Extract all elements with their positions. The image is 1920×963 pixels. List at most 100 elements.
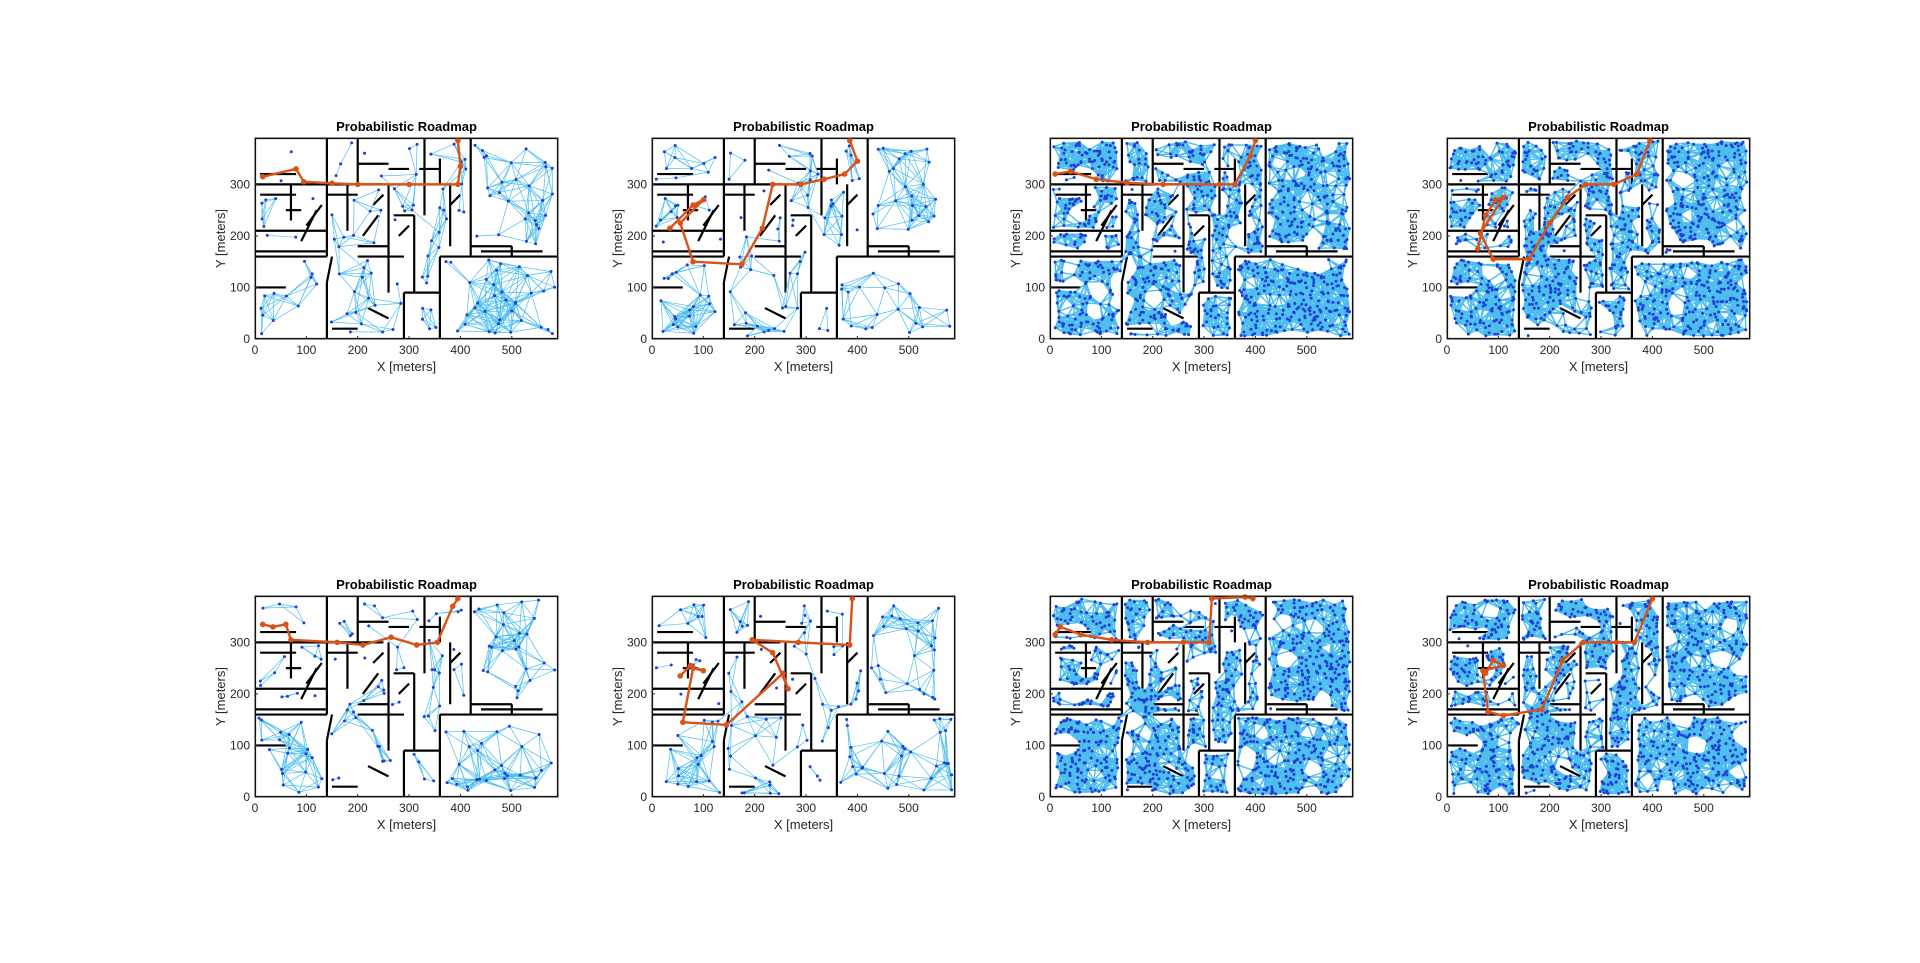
roadmap-edge bbox=[905, 186, 920, 216]
roadmap-edge bbox=[1282, 264, 1299, 270]
roadmap-edge bbox=[511, 162, 546, 168]
roadmap-node bbox=[487, 330, 491, 334]
roadmap-edge bbox=[404, 204, 414, 212]
roadmap-node bbox=[917, 305, 921, 309]
roadmap-edge bbox=[498, 234, 527, 242]
roadmap-edge bbox=[809, 173, 819, 181]
roadmap-node bbox=[744, 321, 748, 325]
roadmap-edge bbox=[381, 175, 395, 189]
roadmap-edge bbox=[785, 273, 791, 307]
roadmap-node bbox=[776, 227, 780, 231]
roadmap-node bbox=[487, 258, 491, 262]
roadmap-node bbox=[780, 306, 784, 310]
path-waypoint bbox=[329, 180, 335, 187]
roadmap-edge bbox=[842, 286, 860, 320]
roadmap-node bbox=[524, 239, 528, 243]
roadmap-edge bbox=[331, 321, 362, 325]
roadmap-node bbox=[362, 266, 366, 270]
roadmap-edge bbox=[895, 200, 920, 217]
roadmap-node bbox=[816, 172, 820, 176]
roadmap-edge bbox=[691, 168, 709, 173]
roadmap-edge bbox=[483, 157, 503, 183]
roadmap-edge bbox=[1276, 151, 1288, 162]
roadmap-edge bbox=[543, 271, 552, 292]
roadmap-edge bbox=[1157, 153, 1171, 156]
roadmap-edge bbox=[898, 283, 911, 294]
roadmap-edge bbox=[531, 290, 544, 294]
roadmap-edge bbox=[409, 148, 417, 175]
roadmap-edge bbox=[442, 168, 467, 190]
roadmap-edge bbox=[925, 206, 935, 217]
roadmap-edge bbox=[457, 314, 468, 332]
roadmap-edge bbox=[845, 151, 853, 181]
roadmap-edge bbox=[688, 315, 697, 327]
roadmap-edge bbox=[872, 205, 879, 215]
roadmap-edge bbox=[878, 200, 896, 206]
roadmap-node bbox=[685, 263, 689, 267]
roadmap-node bbox=[546, 328, 550, 332]
roadmap-node bbox=[823, 216, 827, 220]
roadmap-edge bbox=[693, 306, 697, 327]
roadmap-edge bbox=[394, 188, 403, 207]
roadmap-node bbox=[875, 312, 879, 316]
roadmap-edge bbox=[545, 166, 553, 195]
roadmap-node bbox=[750, 254, 754, 258]
roadmap-edge bbox=[527, 275, 544, 292]
roadmap-edge bbox=[510, 162, 517, 180]
roadmap-edge bbox=[536, 215, 546, 225]
roadmap-edge bbox=[500, 263, 520, 268]
roadmap-edge bbox=[783, 307, 798, 332]
roadmap-edge bbox=[469, 259, 489, 283]
roadmap-edge bbox=[655, 211, 672, 227]
roadmap-edge bbox=[542, 193, 553, 201]
roadmap-edge bbox=[1126, 141, 1138, 145]
roadmap-edge bbox=[382, 303, 402, 333]
roadmap-edge bbox=[656, 217, 678, 227]
roadmap-edge bbox=[542, 200, 546, 216]
roadmap-edge bbox=[461, 168, 467, 185]
roadmap-edge bbox=[526, 212, 529, 242]
roadmap-node bbox=[887, 169, 891, 173]
roadmap-edge bbox=[438, 218, 447, 248]
roadmap-node bbox=[690, 166, 694, 170]
roadmap-edge bbox=[693, 295, 709, 307]
roadmap-edge bbox=[370, 209, 381, 212]
roadmap-edge bbox=[501, 291, 516, 303]
roadmap-nodes bbox=[654, 143, 952, 338]
roadmap-edge bbox=[905, 153, 930, 163]
roadmap-edge bbox=[734, 324, 769, 331]
roadmap-edge bbox=[353, 189, 379, 201]
wall-segment bbox=[1156, 214, 1175, 237]
roadmap-edge bbox=[501, 182, 509, 202]
roadmap-edge bbox=[782, 273, 791, 309]
roadmap-edge bbox=[777, 217, 781, 230]
roadmap-node bbox=[517, 265, 521, 269]
wall-segment bbox=[367, 307, 390, 320]
roadmap-edge bbox=[674, 157, 692, 169]
roadmap-edge bbox=[477, 295, 495, 304]
roadmap-node bbox=[514, 178, 518, 182]
roadmap-node bbox=[260, 217, 264, 221]
roadmap-edge bbox=[889, 171, 906, 187]
roadmap-edge bbox=[488, 259, 501, 265]
roadmap-node bbox=[791, 218, 795, 222]
roadmap-edge bbox=[335, 163, 341, 176]
roadmap-edge bbox=[527, 275, 555, 288]
roadmap-node bbox=[509, 330, 513, 334]
roadmap-edge bbox=[1058, 305, 1074, 312]
roadmap-edge bbox=[489, 192, 500, 196]
roadmap-edge bbox=[515, 266, 520, 303]
planned-path bbox=[667, 137, 861, 268]
roadmap-edge bbox=[343, 236, 374, 244]
roadmap-node bbox=[352, 198, 356, 202]
roadmap-edge bbox=[878, 186, 906, 206]
roadmap-edge bbox=[494, 270, 497, 296]
roadmap-edge bbox=[1136, 163, 1140, 178]
roadmap-edge bbox=[791, 194, 808, 201]
roadmap-edge bbox=[543, 286, 555, 292]
roadmap-edge bbox=[660, 217, 678, 221]
roadmap-edge bbox=[1052, 215, 1056, 228]
roadmap-edge bbox=[338, 237, 345, 247]
roadmap-node bbox=[702, 162, 706, 166]
roadmap-node bbox=[932, 214, 936, 218]
